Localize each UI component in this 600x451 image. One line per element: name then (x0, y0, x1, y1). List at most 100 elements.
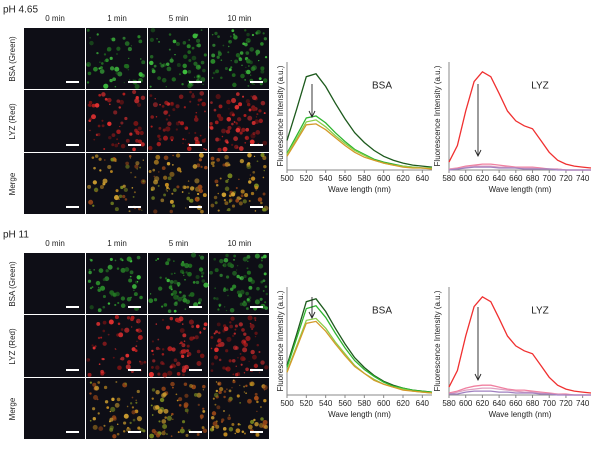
speck (155, 154, 161, 160)
speck (115, 71, 119, 75)
speck (136, 318, 141, 324)
speck (181, 426, 184, 429)
speck (181, 368, 187, 373)
speck (108, 319, 114, 325)
speck (151, 397, 154, 400)
speck (120, 143, 126, 149)
speck (227, 208, 231, 212)
speck (136, 102, 142, 108)
speck (181, 82, 184, 86)
speck (230, 66, 233, 69)
speck (189, 383, 193, 388)
speck (93, 166, 96, 170)
speck (157, 372, 161, 376)
speck (168, 33, 172, 36)
speck (264, 301, 267, 304)
speck (170, 435, 173, 438)
x-tick-label: 540 (319, 399, 333, 408)
speck (135, 328, 139, 332)
speck (129, 402, 133, 405)
speck (118, 198, 120, 200)
speck (166, 162, 171, 166)
speck (158, 348, 161, 350)
speck (117, 301, 120, 305)
speck (185, 433, 189, 437)
image-cell (24, 315, 85, 377)
speck (165, 433, 168, 436)
speck (210, 369, 214, 372)
speck (222, 163, 226, 167)
speck (217, 343, 222, 348)
speck (184, 138, 187, 141)
x-tick-label: 640 (492, 174, 506, 183)
speck (159, 103, 161, 106)
speck (233, 121, 236, 123)
speck (112, 293, 117, 297)
speck (254, 335, 257, 338)
speck (233, 35, 238, 40)
speck (161, 166, 166, 170)
speck (238, 322, 243, 327)
speck (167, 258, 171, 262)
speck (259, 297, 263, 301)
speck (178, 73, 181, 76)
speck (243, 332, 247, 336)
speck (170, 57, 173, 60)
speck (220, 59, 223, 62)
micrograph (86, 153, 147, 214)
speck (106, 47, 111, 52)
speck (130, 45, 133, 47)
spectrum-line (448, 166, 591, 171)
x-tick-label: 520 (300, 174, 314, 183)
speck (89, 392, 92, 395)
speck (96, 33, 99, 36)
speck (223, 390, 227, 393)
speck (256, 400, 259, 404)
speck (107, 121, 112, 127)
speck (209, 122, 213, 126)
speck (255, 130, 261, 135)
speck (243, 385, 246, 388)
speck (137, 35, 141, 39)
speck (246, 255, 251, 259)
speck (157, 134, 161, 138)
speck (186, 146, 192, 152)
x-tick-label: 680 (526, 174, 540, 183)
speck (211, 411, 217, 416)
speck (248, 285, 253, 290)
speck (221, 128, 226, 134)
chart-title: LYZ (531, 306, 549, 317)
speck (213, 332, 216, 335)
speck (162, 392, 167, 397)
speck (249, 47, 254, 52)
speck (214, 120, 219, 125)
speck (91, 114, 96, 120)
speck (171, 412, 174, 416)
speck (166, 278, 170, 283)
speck (214, 287, 216, 289)
speck (231, 29, 235, 33)
speck (151, 414, 154, 416)
spectrum-line (286, 123, 433, 170)
micrograph (86, 89, 147, 152)
speck (218, 390, 222, 395)
speck (168, 188, 171, 190)
speck (118, 332, 124, 338)
speck (243, 342, 249, 348)
speck (139, 295, 143, 300)
y-axis-label: Fluorescence Intensity (a.u.) (276, 65, 285, 166)
speck (167, 370, 173, 376)
speck (185, 271, 188, 274)
speck (152, 168, 156, 172)
speck (128, 154, 132, 158)
speck (231, 73, 236, 77)
speck (98, 67, 101, 70)
speck (191, 55, 197, 61)
speck (254, 331, 258, 335)
x-tick-label: 580 (358, 174, 372, 183)
speck (260, 360, 265, 365)
speck (179, 328, 185, 333)
speck (126, 316, 131, 320)
speck (202, 384, 206, 389)
speck (262, 140, 268, 146)
